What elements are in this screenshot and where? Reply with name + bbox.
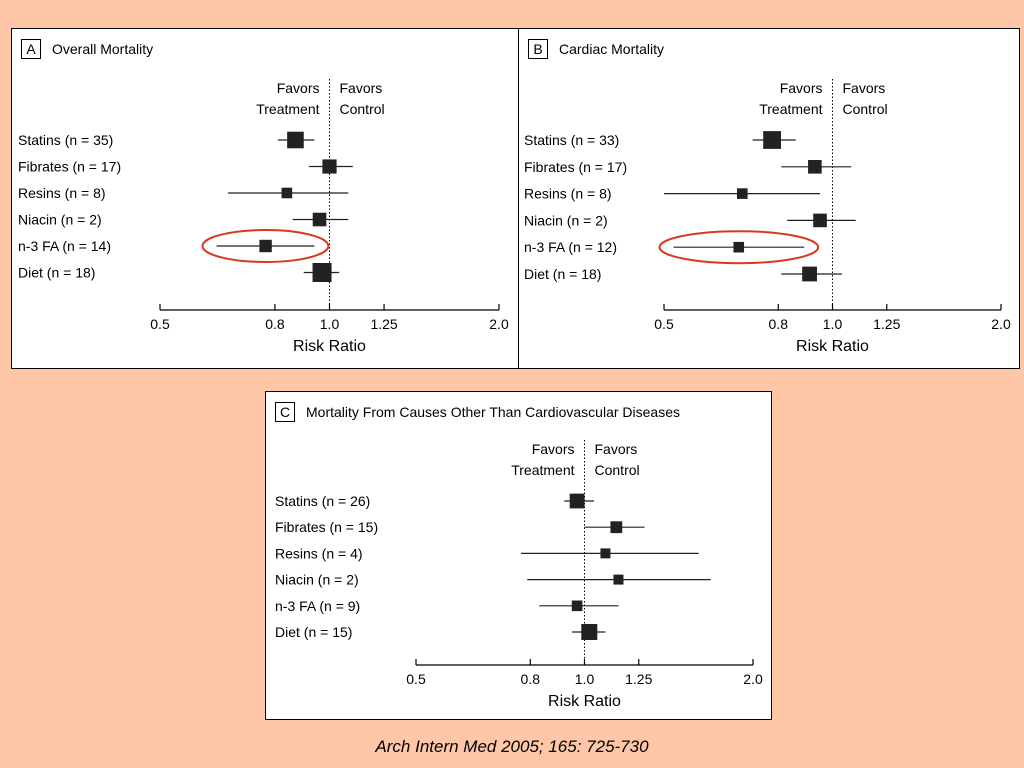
panel-overall-mortality: A Overall Mortality Favors Treatment Favor…	[11, 28, 519, 369]
favors-treatment-label: Treatment	[511, 462, 574, 478]
favors-control-label: Control	[340, 101, 385, 117]
x-tick-label: 0.5	[654, 316, 674, 332]
point-estimate	[312, 263, 332, 282]
point-estimate	[813, 213, 827, 228]
highlight-ellipse	[201, 229, 330, 263]
study-label: n-3 FA (n = 12)	[524, 239, 617, 255]
favors-treatment-label: Favors	[277, 80, 320, 96]
study-label: Resins (n = 8)	[524, 186, 612, 202]
study-label: n-3 FA (n = 14)	[18, 238, 111, 254]
panel-label: B	[528, 39, 548, 59]
study-label: Statins (n = 33)	[524, 132, 619, 148]
panel-cardiac-mortality: B Cardiac Mortality Favors Treatment Favor…	[518, 28, 1020, 369]
x-tick-label: 0.8	[265, 316, 285, 332]
study-label: Statins (n = 26)	[275, 493, 370, 509]
panel-noncardiovascular-mortality: C Mortality From Causes Other Than Cardi…	[265, 391, 772, 720]
panel-title: Overall Mortality	[52, 41, 154, 57]
study-label: Statins (n = 35)	[18, 132, 113, 148]
point-estimate	[808, 160, 822, 174]
point-estimate	[571, 600, 583, 612]
favors-treatment-label: Favors	[532, 441, 575, 457]
x-axis-label: Risk Ratio	[293, 338, 366, 355]
forest-plot-overall-mortality: Favors Treatment Favors Control Statins (n =…	[18, 79, 509, 355]
point-estimate	[312, 212, 327, 227]
panel-title: Cardiac Mortality	[559, 41, 665, 57]
favors-control-label: Control	[843, 101, 888, 117]
favors-control-label: Favors	[843, 80, 886, 96]
x-tick-label: 0.5	[150, 316, 170, 332]
study-label: Resins (n = 8)	[18, 185, 106, 201]
study-label: Fibrates (n = 17)	[18, 159, 121, 175]
favors-treatment-label: Favors	[780, 80, 823, 96]
x-tick-label: 1.0	[575, 671, 595, 687]
point-estimate	[569, 493, 585, 509]
x-tick-label: 1.25	[625, 671, 652, 687]
panel-label: C	[275, 402, 295, 422]
point-estimate	[733, 241, 745, 253]
favors-control-label: Favors	[340, 80, 383, 96]
study-label: Resins (n = 4)	[275, 545, 363, 561]
x-axis-label: Risk Ratio	[548, 693, 621, 710]
point-estimate	[613, 574, 624, 585]
favors-treatment-label: Treatment	[256, 101, 319, 117]
study-label: Niacin (n = 2)	[275, 572, 359, 588]
forest-plot-noncardiovascular-mortality: Favors Treatment Favors Control Statins (n =…	[275, 440, 763, 710]
point-estimate	[259, 239, 272, 253]
x-axis-label: Risk Ratio	[796, 338, 869, 355]
x-tick-label: 2.0	[743, 671, 763, 687]
forest-plot-cardiac-mortality: Favors Treatment Favors Control Statins (n =…	[524, 79, 1011, 355]
point-estimate	[281, 187, 293, 199]
point-estimate	[581, 624, 598, 640]
x-tick-label: 1.0	[320, 316, 340, 332]
x-tick-label: 2.0	[489, 316, 509, 332]
favors-control-label: Favors	[595, 441, 638, 457]
highlight-ellipse	[658, 230, 820, 265]
study-label: n-3 FA (n = 9)	[275, 598, 360, 614]
favors-control-label: Control	[595, 462, 640, 478]
x-tick-label: 0.8	[769, 316, 789, 332]
study-label: Niacin (n = 2)	[524, 212, 608, 228]
study-label: Diet (n = 18)	[524, 266, 601, 282]
point-estimate	[802, 266, 817, 282]
study-label: Niacin (n = 2)	[18, 212, 102, 228]
panel-title: Mortality From Causes Other Than Cardiov…	[306, 404, 680, 420]
point-estimate	[322, 159, 337, 174]
point-estimate	[736, 188, 748, 199]
point-estimate	[763, 131, 782, 149]
point-estimate	[610, 521, 623, 534]
study-label: Fibrates (n = 17)	[524, 159, 627, 175]
panel-label: A	[21, 39, 41, 59]
point-estimate	[287, 131, 304, 149]
x-tick-label: 2.0	[991, 316, 1011, 332]
x-tick-label: 1.0	[823, 316, 843, 332]
study-label: Fibrates (n = 15)	[275, 519, 378, 535]
x-tick-label: 0.5	[406, 671, 426, 687]
study-label: Diet (n = 15)	[275, 624, 352, 640]
point-estimate	[600, 548, 611, 559]
x-tick-label: 1.25	[873, 316, 900, 332]
citation: Arch Intern Med 2005; 165: 725-730	[375, 737, 649, 756]
study-label: Diet (n = 18)	[18, 265, 95, 281]
x-tick-label: 0.8	[521, 671, 541, 687]
x-tick-label: 1.25	[370, 316, 397, 332]
favors-treatment-label: Treatment	[759, 101, 822, 117]
